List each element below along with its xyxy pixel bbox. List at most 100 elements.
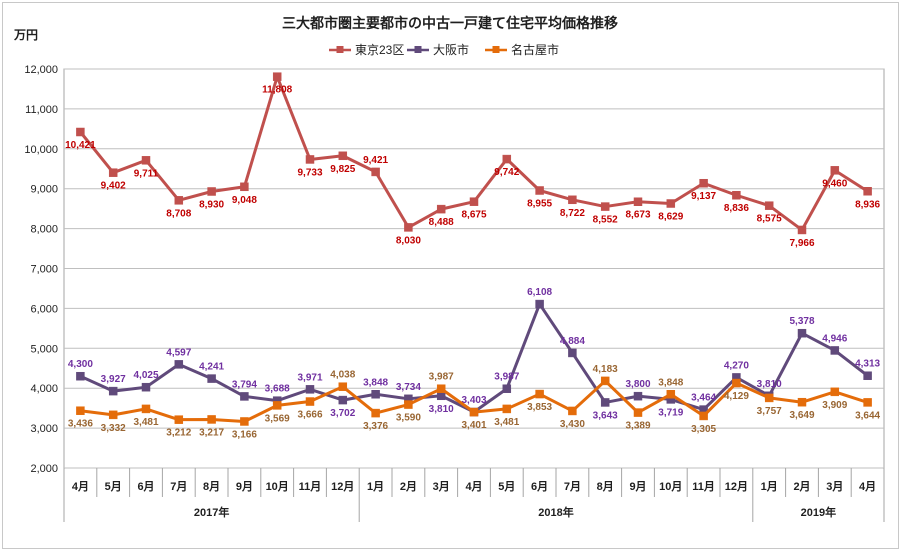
data-label: 4,129 — [724, 391, 749, 402]
x-tick-label: 10月 — [266, 480, 289, 493]
data-label: 3,688 — [265, 384, 290, 395]
x-tick-label: 11月 — [299, 480, 322, 493]
data-label: 4,597 — [166, 347, 191, 358]
data-point — [666, 390, 676, 399]
data-label: 4,884 — [560, 336, 585, 347]
data-label: 9,742 — [494, 167, 519, 178]
x-tick-label: 1月 — [761, 480, 778, 493]
data-point — [797, 225, 807, 235]
x-tick-label: 4月 — [859, 480, 876, 493]
data-point — [568, 348, 577, 358]
x-tick-label: 3月 — [433, 480, 450, 493]
data-point — [863, 187, 872, 196]
data-label: 3,810 — [757, 379, 782, 390]
data-label: 8,030 — [396, 235, 421, 246]
data-point — [535, 186, 544, 195]
data-label: 9,421 — [363, 155, 388, 166]
axes: 2,000 3,000 4,000 5,000 6,000 7,000 8,000 9,000… — [24, 64, 885, 522]
data-label: 9,402 — [101, 181, 126, 192]
data-point — [797, 328, 807, 338]
data-point — [830, 346, 840, 355]
data-point — [830, 166, 840, 175]
data-label: 3,464 — [691, 393, 716, 404]
data-label: 8,675 — [461, 210, 486, 221]
y-tick-label: 3,000 — [30, 423, 58, 435]
data-label: 4,313 — [855, 359, 880, 370]
data-point — [305, 397, 315, 406]
legend-swatch-marker — [492, 46, 500, 53]
data-point — [666, 199, 676, 208]
data-point — [600, 398, 610, 407]
data-point — [404, 223, 413, 232]
data-point — [371, 390, 380, 399]
data-point — [797, 397, 807, 407]
data-label: 8,836 — [724, 203, 749, 214]
year-label: 2018年 — [538, 505, 573, 519]
data-point — [535, 299, 544, 309]
data-label: 8,708 — [166, 208, 191, 219]
data-point — [76, 127, 85, 137]
data-label: 3,430 — [560, 419, 585, 430]
data-label: 8,629 — [658, 212, 683, 223]
data-label: 3,166 — [232, 429, 257, 440]
data-label: 3,810 — [429, 404, 454, 415]
data-point — [863, 398, 872, 407]
y-axis-unit-label: 万円 — [13, 28, 38, 42]
x-tick-label: 8月 — [203, 480, 220, 493]
data-point — [76, 371, 85, 381]
y-tick-label: 12,000 — [24, 64, 58, 76]
x-tick-label: 6月 — [531, 480, 548, 493]
x-tick-label: 10月 — [659, 480, 682, 493]
data-label: 3,987 — [494, 372, 519, 383]
data-point — [863, 371, 872, 380]
data-point — [240, 417, 249, 426]
x-tick-label: 9月 — [629, 480, 646, 493]
data-point — [633, 408, 643, 417]
data-point — [764, 393, 774, 403]
data-point — [272, 72, 282, 81]
data-label: 3,481 — [494, 417, 519, 428]
data-label: 9,733 — [297, 167, 322, 178]
data-label: 3,800 — [625, 379, 650, 390]
data-point — [764, 201, 774, 210]
data-point — [699, 178, 708, 188]
data-label: 9,137 — [691, 191, 716, 202]
data-label: 3,643 — [593, 410, 618, 421]
data-point — [732, 190, 741, 200]
data-point — [600, 202, 610, 211]
series-1: 4,300 3,927 4,025 4,597 4,241 3,794 3,688 3,971… — [68, 287, 881, 421]
data-label: 4,038 — [330, 370, 355, 381]
x-tick-label: 7月 — [170, 480, 187, 493]
data-label: 3,794 — [232, 379, 257, 390]
data-label: 9,711 — [134, 168, 159, 179]
legend-entry: 名古屋市 — [485, 42, 559, 57]
legend-swatch-marker — [414, 46, 422, 53]
data-point — [436, 391, 446, 401]
data-point — [305, 155, 315, 164]
x-tick-label: 12月 — [331, 480, 354, 493]
y-tick-label: 4,000 — [30, 383, 58, 395]
data-point — [469, 407, 479, 417]
data-label: 3,734 — [396, 382, 421, 393]
data-label: 6,108 — [527, 287, 552, 298]
data-label: 3,305 — [691, 424, 716, 435]
y-tick-label: 2,000 — [30, 463, 58, 475]
x-tick-label: 7月 — [564, 480, 581, 493]
x-tick-label: 12月 — [725, 480, 748, 493]
x-tick-label: 2月 — [400, 480, 417, 493]
data-point — [76, 406, 85, 415]
data-label: 3,987 — [429, 372, 454, 383]
data-point — [338, 151, 348, 161]
data-label: 3,590 — [396, 413, 421, 424]
legend-label: 大阪市 — [433, 42, 469, 57]
data-point — [141, 404, 151, 414]
series-0: 10,421 9,402 9,711 8,708 8,930 9,048 11,808 9,7… — [65, 72, 881, 249]
series-layer: 10,421 9,402 9,711 8,708 8,930 9,048 11,808 9,7… — [65, 72, 881, 440]
data-label: 3,436 — [68, 419, 93, 430]
data-label: 3,401 — [461, 420, 486, 431]
data-point — [108, 410, 118, 420]
data-label: 4,241 — [199, 362, 224, 373]
data-label: 3,909 — [822, 400, 847, 411]
data-point — [174, 196, 184, 205]
x-tick-label: 11月 — [692, 480, 715, 493]
